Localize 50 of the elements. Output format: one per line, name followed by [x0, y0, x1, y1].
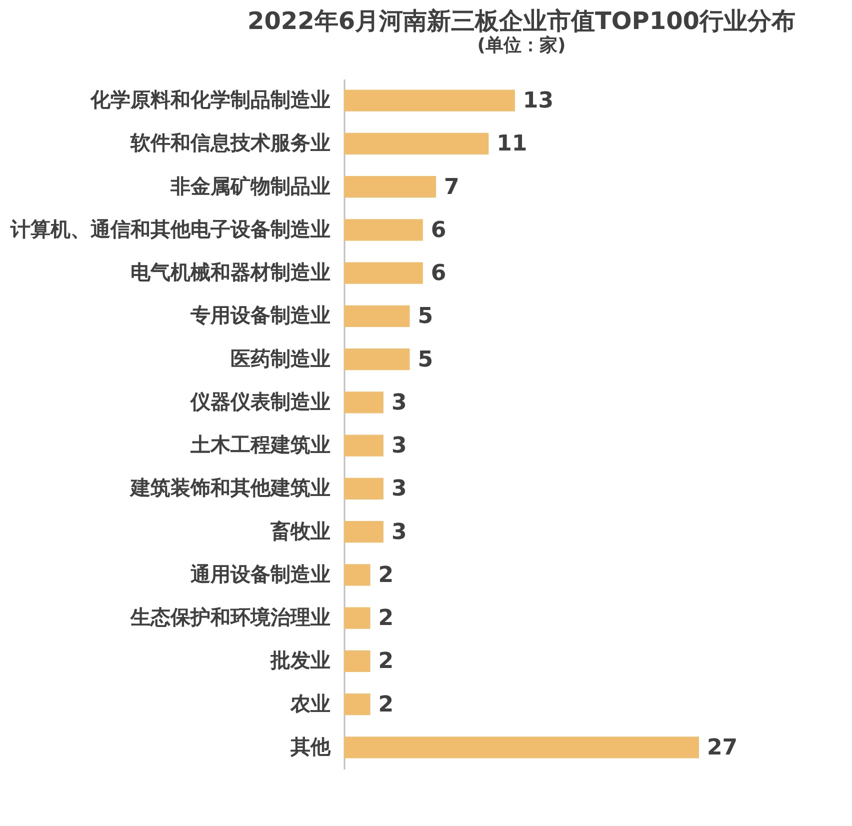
y-tick-label: 化学原料和化学制品制造业 [90, 88, 330, 112]
y-tick-label: 土木工程建筑业 [190, 432, 330, 457]
data-label: 2 [378, 562, 394, 588]
data-label: 2 [378, 606, 394, 632]
y-tick-label: 生态保护和环境治理业 [130, 605, 330, 630]
bar [344, 262, 423, 284]
data-label: 7 [444, 174, 460, 200]
data-label: 6 [430, 261, 446, 286]
y-tick-label: 医药制造业 [230, 346, 330, 370]
chart-title: 2022年6月河南新三板企业市值TOP100行业分布 [248, 7, 796, 35]
y-tick-label: 畜牧业 [270, 518, 330, 543]
y-tick-label: 农业 [290, 691, 330, 716]
data-label: 27 [707, 735, 738, 760]
chart-subtitle: (单位：家) [477, 35, 566, 56]
data-label: 3 [391, 476, 407, 502]
data-label: 11 [496, 132, 528, 157]
bar [344, 434, 384, 456]
bar [344, 736, 699, 758]
data-label: 5 [418, 304, 434, 330]
data-label: 3 [391, 434, 407, 459]
bar [344, 564, 370, 586]
y-tick-label: 计算机、通信和其他电子设备制造业 [10, 216, 330, 241]
data-label: 3 [391, 520, 407, 545]
bar [344, 305, 410, 327]
bar [344, 176, 436, 198]
y-tick-label: 仪器仪表制造业 [190, 389, 330, 414]
bar [344, 348, 410, 370]
data-label: 13 [522, 88, 554, 114]
y-tick-label: 其他 [290, 734, 332, 758]
bar [344, 607, 370, 629]
bar [344, 392, 384, 414]
y-tick-label: 软件和信息技术服务业 [130, 130, 330, 155]
bar [344, 478, 384, 500]
data-label: 5 [418, 347, 434, 372]
y-tick-label: 建筑装饰和其他建筑业 [128, 476, 330, 500]
y-tick-label: 非金属矿物制品业 [170, 174, 330, 198]
bar [344, 219, 423, 241]
bar [344, 694, 370, 716]
bar [344, 650, 370, 672]
y-tick-label: 专用设备制造业 [190, 303, 330, 328]
y-tick-label: 电气机械和器材制造业 [130, 260, 330, 284]
bar [344, 132, 489, 154]
bar [344, 90, 515, 112]
data-label: 2 [378, 649, 394, 674]
data-label: 6 [430, 218, 446, 243]
bar [344, 521, 384, 543]
y-tick-label: 批发业 [270, 648, 330, 672]
y-tick-label: 通用设备制造业 [190, 562, 330, 586]
data-label: 2 [378, 692, 394, 718]
data-label: 3 [391, 390, 407, 416]
